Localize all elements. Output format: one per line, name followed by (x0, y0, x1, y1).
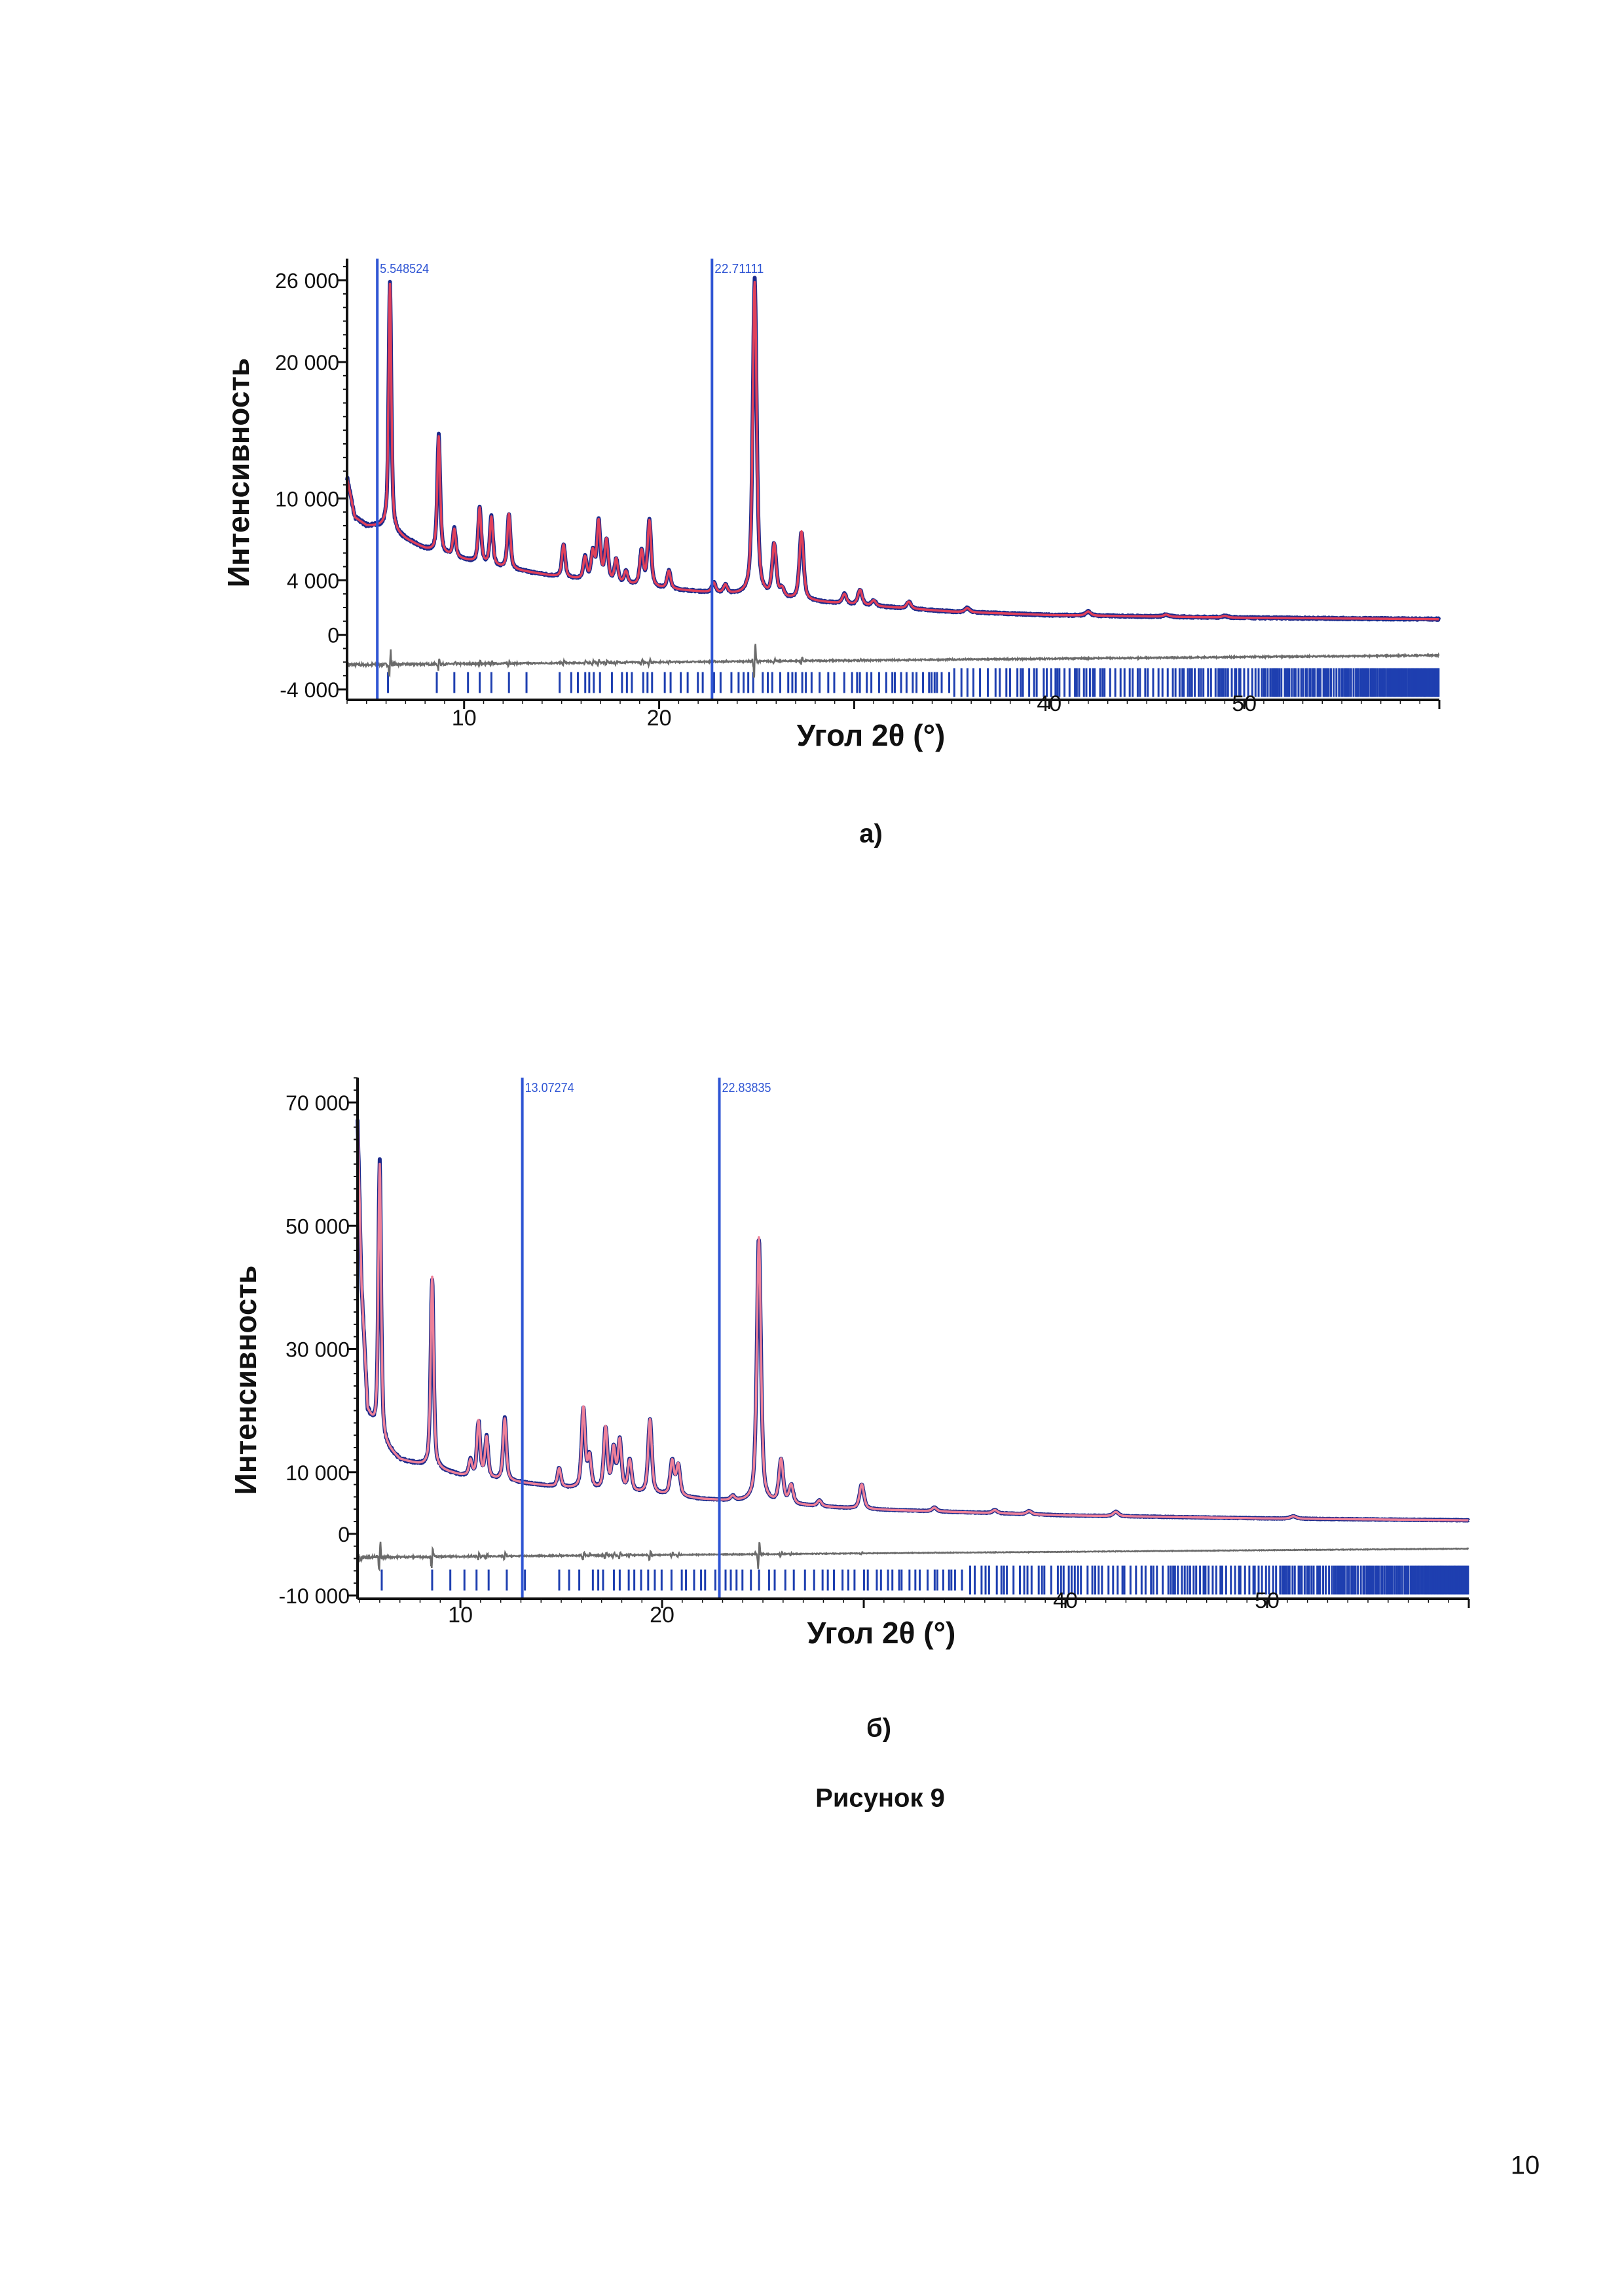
chart-b: 13.07274 22.83835 70 000 50 000 30 000 10 000… (229, 1078, 1469, 1650)
figure-caption: Рисунок 9 (815, 1784, 945, 1813)
marker-label: 5.548524 (380, 262, 429, 276)
observed-curve (358, 1120, 1468, 1521)
x-axis-label: Угол 2θ (°) (797, 718, 946, 752)
y-axis-label: Интенсивность (221, 358, 255, 588)
calculated-curve (358, 1114, 1468, 1520)
y-tick-label: 10 000 (275, 487, 339, 511)
reflection-ticks (388, 668, 1439, 697)
caption-b: б) (866, 1714, 891, 1743)
figure-canvas: 5.548524 22.71111 26 000 20 000 10 000 4 000 0… (0, 0, 1624, 2296)
marker-label: 22.71111 (714, 262, 764, 276)
x-tick-label: 20 (650, 1603, 674, 1628)
caption-a: а) (859, 820, 883, 849)
y-tick-label: 4 000 (287, 569, 339, 592)
x-tick-label: 20 (647, 706, 672, 731)
x-tick-label: 10 (452, 706, 477, 731)
page-number: 10 (1511, 2151, 1540, 2181)
y-tick-label: 50 000 (286, 1214, 350, 1238)
y-tick-label: 10 000 (286, 1461, 350, 1485)
y-tick-label: -10 000 (278, 1584, 350, 1608)
y-tick-label: 20 000 (275, 351, 339, 374)
y-tick-label: 70 000 (286, 1091, 350, 1115)
difference-curve (358, 1542, 1468, 1569)
observed-curve (347, 278, 1439, 620)
calculated-curve (347, 282, 1439, 619)
marker-label: 13.07274 (525, 1081, 574, 1095)
x-axis-label: Угол 2θ (°) (807, 1616, 956, 1650)
y-tick-label: -4 000 (280, 678, 339, 702)
marker-label: 22.83835 (722, 1081, 771, 1095)
y-tick-label: 0 (338, 1523, 350, 1546)
reflection-ticks (382, 1565, 1468, 1594)
y-tick-label: 26 000 (275, 269, 339, 293)
y-tick-label: 30 000 (286, 1338, 350, 1362)
y-axis-label: Интенсивность (229, 1266, 263, 1495)
x-tick-label: 10 (448, 1603, 473, 1628)
y-tick-label: 0 (327, 624, 339, 647)
chart-a: 5.548524 22.71111 26 000 20 000 10 000 4 000 0… (221, 259, 1439, 752)
